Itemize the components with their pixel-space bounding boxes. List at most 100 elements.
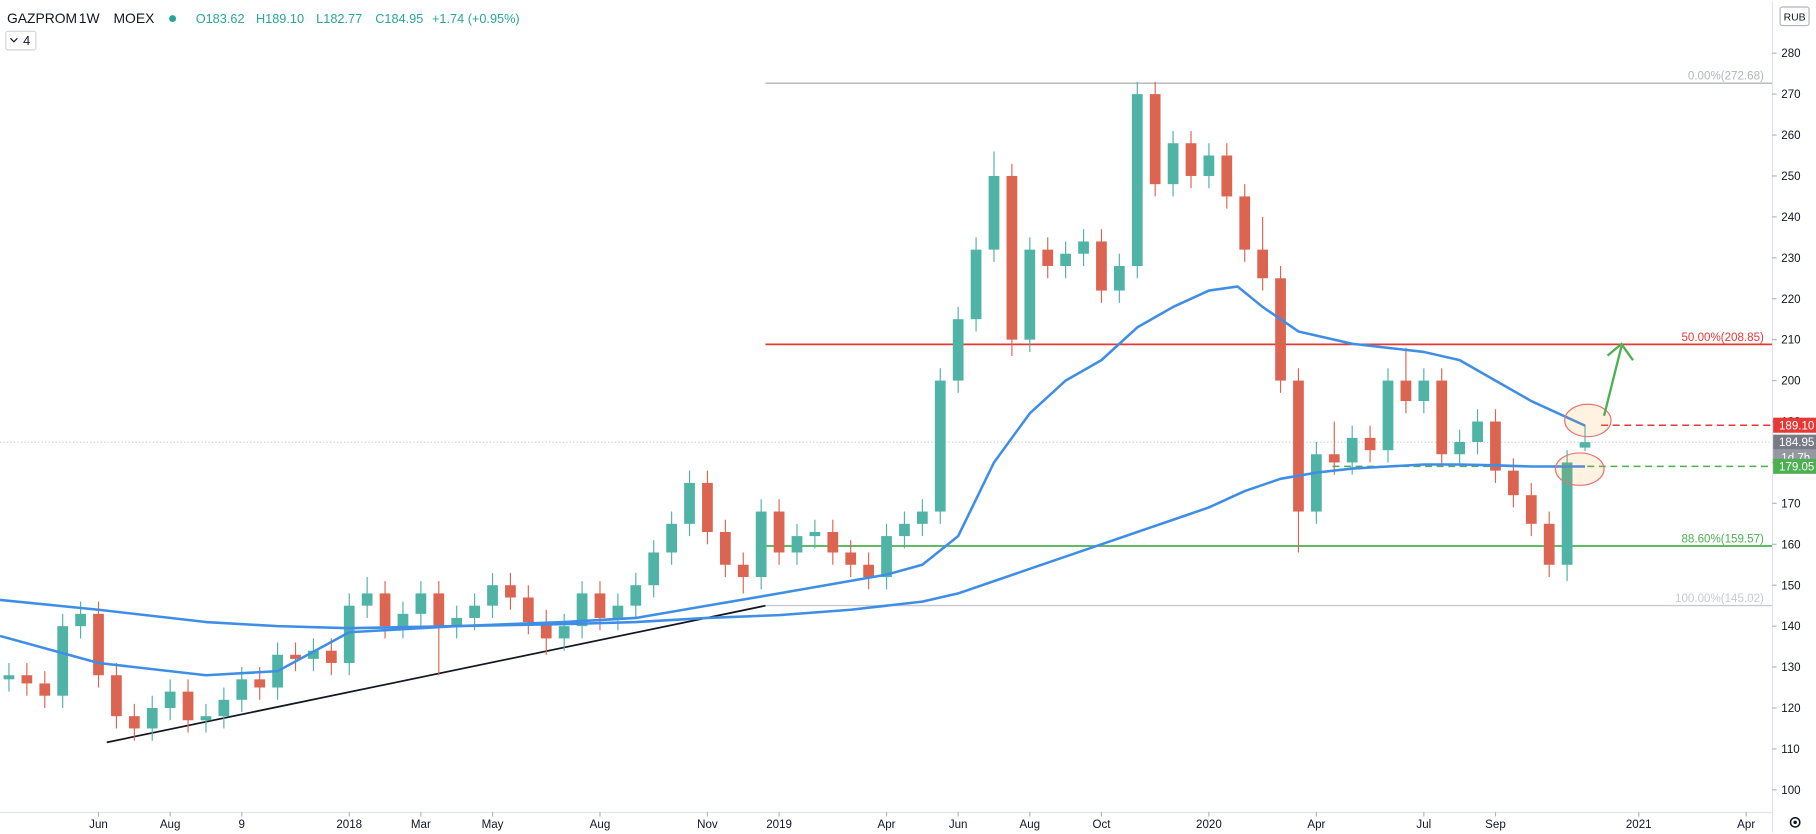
candle-body — [1006, 175, 1018, 340]
x-tick-label: Jul — [1416, 819, 1431, 831]
candle-body — [702, 482, 713, 533]
fib-level-label: 100.00%(145.02) — [1675, 593, 1764, 605]
y-tick-label: 260 — [1781, 130, 1800, 142]
candle-body — [469, 605, 480, 618]
moving-average — [0, 463, 1586, 630]
candle-body — [451, 617, 463, 627]
candle-body — [612, 605, 624, 618]
candle-body — [1436, 380, 1448, 455]
candle-body — [1149, 94, 1161, 185]
y-tick-label: 280 — [1781, 48, 1800, 60]
close-value: C184.95 — [375, 11, 423, 26]
candle-body — [1024, 249, 1036, 340]
settings-icon[interactable] — [1789, 816, 1801, 828]
candle-body — [325, 650, 337, 663]
y-tick-label: 240 — [1781, 212, 1800, 224]
candle-body — [594, 593, 606, 618]
candle-body — [1382, 380, 1394, 451]
candle-body — [827, 532, 839, 553]
candle-body — [1275, 278, 1286, 381]
candle-body — [1579, 442, 1591, 448]
candle-body — [343, 605, 355, 663]
y-tick-label: 220 — [1781, 294, 1800, 306]
candle-body — [146, 707, 158, 729]
x-tick-label: Mar — [411, 819, 431, 831]
y-tick-label: 130 — [1781, 662, 1800, 674]
exchange: MOEX — [114, 10, 155, 26]
candle-body — [1131, 94, 1143, 267]
candle-body — [648, 552, 660, 586]
candle-body — [1310, 454, 1322, 512]
candle-body — [487, 585, 498, 606]
candle-body — [630, 585, 642, 606]
x-tick-label: Aug — [1020, 819, 1041, 831]
candle-body — [773, 511, 785, 553]
candle-body — [881, 536, 892, 578]
candle-body — [1221, 155, 1233, 197]
candle-body — [719, 532, 731, 565]
candle-body — [1293, 380, 1304, 512]
candle-body — [1096, 241, 1107, 291]
candle-body — [21, 675, 33, 684]
candle-body — [1454, 441, 1466, 455]
candle-body — [290, 654, 301, 659]
candle-body — [558, 626, 570, 639]
candle-body — [1042, 249, 1054, 267]
candle-body — [791, 536, 803, 553]
plot-area: 0.00%(272.68) 50.00%(208.85) 88.60%(159.57… — [0, 71, 1772, 744]
candle-body — [57, 626, 69, 696]
price-tag — [1773, 458, 1816, 474]
x-tick-label: Jun — [949, 819, 968, 831]
candle-body — [1418, 380, 1430, 402]
candle-body — [1328, 454, 1340, 463]
candle-body — [1167, 143, 1179, 185]
x-tick-label: 2021 — [1626, 819, 1652, 831]
candle-body — [1400, 380, 1412, 402]
candle-body — [415, 593, 427, 614]
candle-body — [1060, 253, 1072, 267]
candle-body — [916, 511, 928, 524]
candle-body — [684, 482, 695, 524]
candle-body — [845, 552, 857, 565]
candle-body — [1185, 143, 1197, 176]
fib-level-label: 50.00%(208.85) — [1681, 332, 1764, 344]
candle-body — [666, 523, 677, 553]
low-value: L182.77 — [316, 11, 362, 26]
y-tick-label: 110 — [1781, 744, 1799, 756]
x-tick-label: May — [482, 819, 504, 831]
indicator-toggle[interactable] — [5, 30, 37, 51]
open-value: O183.62 — [196, 11, 245, 26]
x-tick-label: 9 — [239, 819, 245, 831]
y-tick-label: 270 — [1781, 89, 1800, 101]
candle-body — [988, 175, 1000, 250]
candle-body — [576, 593, 588, 627]
candle-body — [218, 699, 230, 717]
price-tag-label: 189.10 — [1779, 420, 1814, 432]
x-tick-label: 2018 — [336, 819, 362, 831]
y-tick-label: 150 — [1781, 580, 1800, 592]
price-tag — [1773, 417, 1816, 433]
candle-body — [308, 650, 319, 659]
y-tick-label: 170 — [1781, 498, 1800, 510]
candle-body — [111, 675, 122, 717]
y-tick-label: 120 — [1781, 703, 1800, 715]
interval: 1W — [79, 10, 101, 26]
x-tick-label: Apr — [1307, 819, 1325, 831]
candle-body — [1078, 241, 1089, 254]
candle-body — [1113, 266, 1125, 291]
currency-box[interactable] — [1779, 6, 1810, 27]
candle-body — [1203, 155, 1215, 176]
y-tick-label: 200 — [1781, 376, 1800, 388]
price-tag — [1773, 434, 1816, 450]
chevron — [10, 37, 18, 43]
x-tick-label: Apr — [878, 819, 896, 831]
gear — [1789, 816, 1801, 828]
candle-body — [1257, 249, 1269, 279]
y-tick-label: 210 — [1781, 335, 1800, 347]
currency: RUB — [1784, 12, 1806, 23]
candle-body — [1490, 421, 1501, 471]
candle-body — [1561, 462, 1573, 565]
candle-body — [540, 622, 552, 639]
candle-body — [809, 532, 821, 537]
